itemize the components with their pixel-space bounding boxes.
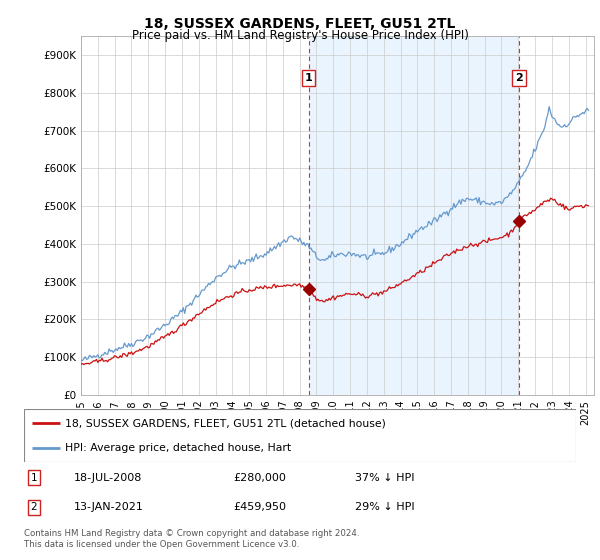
Text: 13-JAN-2021: 13-JAN-2021	[74, 502, 143, 512]
Text: 18, SUSSEX GARDENS, FLEET, GU51 2TL (detached house): 18, SUSSEX GARDENS, FLEET, GU51 2TL (det…	[65, 418, 386, 428]
Bar	[309, 36, 519, 395]
Text: £459,950: £459,950	[234, 502, 287, 512]
Text: 18, SUSSEX GARDENS, FLEET, GU51 2TL: 18, SUSSEX GARDENS, FLEET, GU51 2TL	[145, 17, 455, 31]
Text: 37% ↓ HPI: 37% ↓ HPI	[355, 473, 415, 483]
Text: HPI: Average price, detached house, Hart: HPI: Average price, detached house, Hart	[65, 442, 292, 452]
Text: 29% ↓ HPI: 29% ↓ HPI	[355, 502, 415, 512]
Text: 2: 2	[515, 73, 523, 83]
Text: 1: 1	[31, 473, 37, 483]
Text: Contains HM Land Registry data © Crown copyright and database right 2024.
This d: Contains HM Land Registry data © Crown c…	[24, 529, 359, 549]
FancyBboxPatch shape	[24, 409, 576, 462]
Text: 1: 1	[305, 73, 313, 83]
Text: £280,000: £280,000	[234, 473, 287, 483]
Text: Price paid vs. HM Land Registry's House Price Index (HPI): Price paid vs. HM Land Registry's House …	[131, 29, 469, 42]
Text: 18-JUL-2008: 18-JUL-2008	[74, 473, 142, 483]
Text: 2: 2	[31, 502, 37, 512]
